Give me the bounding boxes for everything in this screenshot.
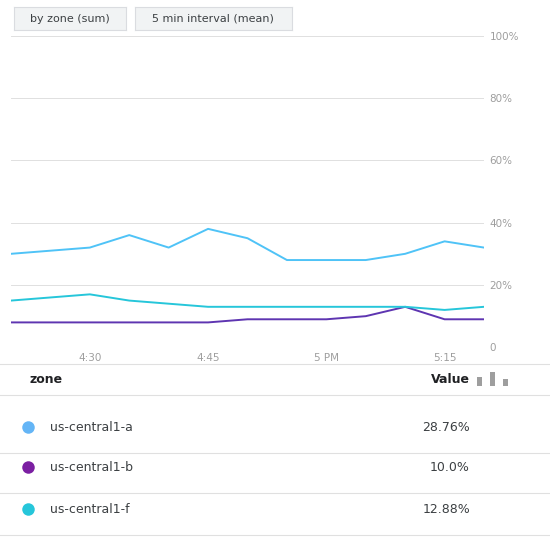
- Text: by zone (sum): by zone (sum): [30, 14, 110, 24]
- Text: zone: zone: [30, 373, 63, 386]
- Text: us-central1-f: us-central1-f: [50, 503, 130, 515]
- Text: 5 min interval (mean): 5 min interval (mean): [152, 14, 274, 24]
- Bar: [490, 372, 495, 386]
- Bar: [503, 379, 508, 386]
- Text: us-central1-a: us-central1-a: [50, 421, 133, 434]
- Text: 28.76%: 28.76%: [422, 421, 470, 434]
- Text: 10.0%: 10.0%: [430, 461, 470, 474]
- Bar: [477, 377, 482, 386]
- Text: us-central1-b: us-central1-b: [50, 461, 133, 474]
- Text: Value: Value: [431, 373, 470, 386]
- Text: 12.88%: 12.88%: [422, 503, 470, 515]
